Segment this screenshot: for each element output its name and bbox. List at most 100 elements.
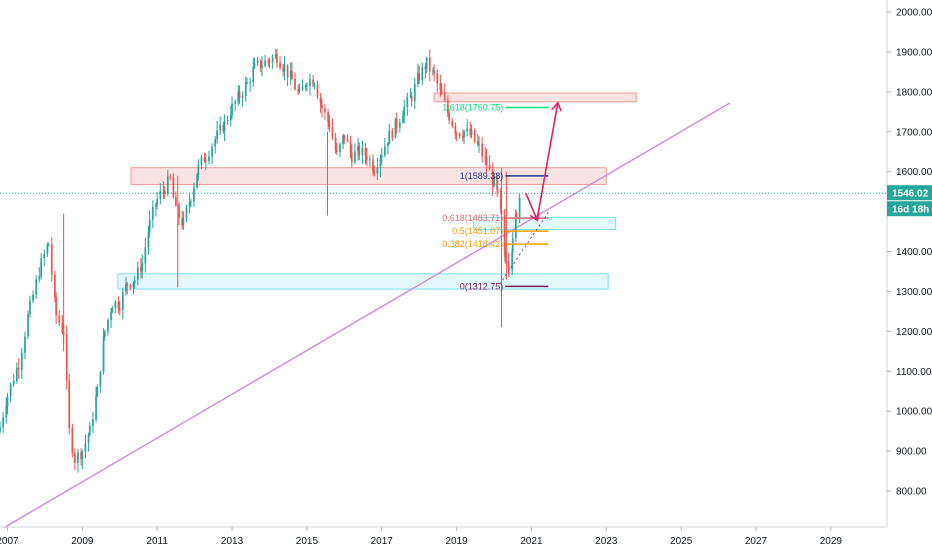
candle-body: [484, 156, 487, 158]
candle-body: [391, 130, 394, 138]
candle-body: [6, 396, 9, 407]
candle-body: [432, 70, 434, 72]
candle-body: [24, 336, 26, 353]
candle-body: [256, 60, 259, 63]
x-tick-label: 2007: [0, 536, 19, 547]
candle-body: [511, 252, 513, 271]
candle-body: [102, 336, 105, 372]
candle-body: [403, 106, 406, 116]
candle-body: [354, 151, 356, 163]
candle-body: [132, 282, 135, 288]
fib-level-label-5: 0(1312.75): [460, 281, 504, 291]
x-axis-ticks: 2007 2009 2011 2013 2015 2017 2019 2021 2023 2025…: [0, 527, 842, 547]
candle-body: [276, 54, 278, 63]
candle-body: [107, 319, 109, 332]
candle-body: [151, 206, 154, 220]
candle-body: [334, 137, 337, 151]
candle-body: [214, 139, 217, 147]
candle-body: [182, 218, 185, 226]
candle-body: [436, 73, 439, 84]
candle-body: [156, 198, 159, 205]
candle-body: [425, 57, 428, 70]
candle-body: [99, 371, 102, 387]
candle-body: [496, 189, 499, 191]
candle-body: [514, 213, 517, 239]
candle-body: [29, 300, 31, 315]
candle-body: [155, 204, 157, 207]
fib-level-label-3: 0.5(1451.07): [452, 226, 503, 236]
candle-body: [372, 159, 374, 172]
candle-body: [197, 164, 200, 175]
candle-body: [343, 135, 346, 139]
fib-level-ratio: 0.382: [442, 239, 465, 249]
candle-body: [122, 291, 124, 311]
projection-arrow-0: [525, 192, 537, 219]
candle-body: [226, 120, 229, 122]
candle-body: [268, 61, 271, 63]
candle-body: [361, 147, 364, 156]
candle-body: [223, 120, 226, 132]
candle-body: [339, 144, 341, 152]
candle-body: [110, 311, 112, 320]
candle-body: [103, 331, 106, 337]
candle-body: [331, 127, 334, 138]
fib-level-price: (1418.42): [465, 239, 504, 249]
candle-body: [185, 207, 188, 219]
candle-body: [5, 406, 8, 418]
candle-body: [357, 146, 359, 152]
timer-tag-label: 16d 18h: [892, 205, 929, 216]
x-tick-label: 2015: [296, 536, 319, 547]
candles-layer: [0, 48, 521, 473]
candle-body: [327, 112, 329, 122]
fib-level-ratio: 0.5: [452, 226, 465, 236]
fib-level-label-1: 1(1589.38): [460, 171, 504, 181]
candle-body: [384, 146, 386, 156]
candle-body: [379, 157, 382, 168]
candle-body: [461, 136, 464, 138]
demand-zone-3: [117, 273, 609, 290]
y-tick-label: 1600.00: [896, 167, 932, 178]
candle-body: [373, 171, 376, 174]
candle-body: [58, 315, 61, 323]
projection-layer: [499, 104, 558, 285]
x-tick-label: 2017: [371, 536, 394, 547]
candle-body: [71, 427, 74, 454]
fibonacci-layer: 1.618(1760.75)1(1589.38)0.618(1483.71)0.…: [442, 102, 549, 291]
candle-body: [249, 82, 251, 84]
x-tick-label: 2029: [820, 536, 843, 547]
candle-body: [125, 283, 127, 292]
candle-body: [32, 294, 34, 301]
candle-body: [166, 176, 169, 194]
candle-body: [279, 62, 281, 68]
fib-level-ratio: 1: [460, 171, 465, 181]
candle-body: [447, 100, 449, 113]
candle-body: [298, 89, 301, 92]
candle-body: [481, 143, 484, 157]
candle-body: [313, 84, 316, 86]
candle-body: [222, 124, 225, 132]
candle-body: [463, 131, 465, 138]
candle-body: [346, 138, 349, 142]
candle-body: [43, 253, 46, 259]
candle-body: [38, 276, 41, 280]
candle-body: [458, 133, 461, 137]
candle-body: [178, 205, 180, 219]
candle-body: [54, 274, 56, 298]
candle-body: [439, 83, 442, 90]
fib-level-label-2: 0.618(1483.71): [442, 213, 503, 223]
candle-body: [231, 103, 233, 116]
candle-body: [493, 177, 495, 186]
candle-body: [234, 101, 237, 104]
candle-body: [50, 244, 53, 275]
fib-level-ratio: 0: [460, 281, 465, 291]
candle-body: [398, 122, 401, 128]
candle-body: [95, 395, 97, 420]
candle-body: [421, 66, 424, 81]
candle-body: [448, 112, 450, 121]
candle-body: [349, 141, 352, 153]
candle-body: [289, 71, 292, 78]
candle-body: [92, 419, 94, 426]
candle-body: [193, 187, 195, 202]
